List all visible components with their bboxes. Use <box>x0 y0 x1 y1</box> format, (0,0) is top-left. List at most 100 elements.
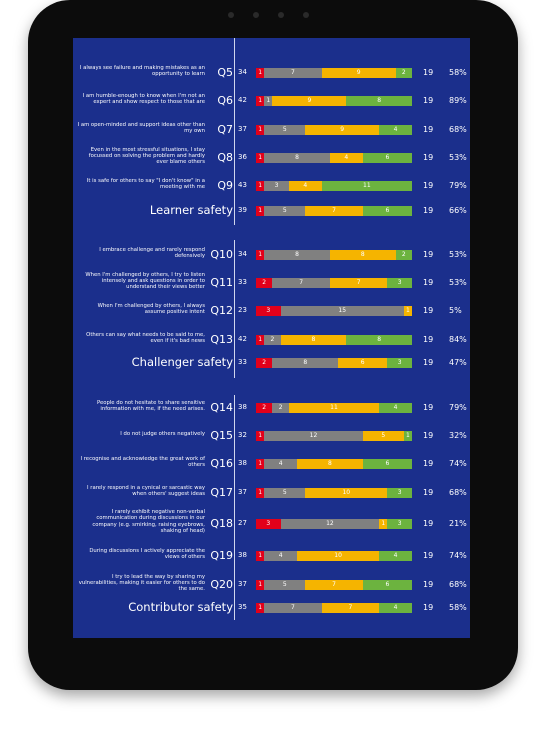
percent: 68% <box>449 580 467 589</box>
score: 34 <box>238 250 247 258</box>
bar-segment: 7 <box>264 603 322 613</box>
question-label: Q10 <box>210 248 233 261</box>
percent: 58% <box>449 68 467 77</box>
question-label: Q18 <box>210 517 233 530</box>
bar-segment: 5 <box>264 488 306 498</box>
percent: 21% <box>449 519 467 528</box>
camera-dot <box>303 12 309 18</box>
bar-segment: 4 <box>379 403 412 413</box>
question-label: Q5 <box>217 66 233 79</box>
bar-segment: 7 <box>329 278 388 288</box>
count: 19 <box>423 459 434 468</box>
bar-segment: 6 <box>362 580 412 590</box>
bar-segment: 3 <box>387 488 412 498</box>
score: 34 <box>238 68 247 76</box>
bar-segment: 1 <box>256 580 265 590</box>
count: 19 <box>423 206 434 215</box>
count: 19 <box>423 96 434 105</box>
bar-segment: 3 <box>264 181 289 191</box>
percent: 53% <box>449 153 467 162</box>
count: 19 <box>423 250 434 259</box>
statement: I am open-minded and support ideas other… <box>77 121 205 134</box>
bar-segment: 2 <box>272 403 289 413</box>
score: 33 <box>238 358 247 366</box>
percent: 58% <box>449 603 467 612</box>
statement: When I'm challenged by others, I always … <box>97 302 205 315</box>
score: 35 <box>238 603 247 611</box>
score: 37 <box>238 125 247 133</box>
bar-segment: 1 <box>256 603 265 613</box>
bar-segment: 4 <box>264 551 298 561</box>
question-label: Q19 <box>210 549 233 562</box>
bar-segment: 1 <box>403 431 412 441</box>
bar-segment: 1 <box>379 519 388 529</box>
bar-segment: 8 <box>346 335 412 345</box>
statement: I try to lead the way by sharing my vuln… <box>78 573 205 593</box>
bar-segment: 8 <box>272 358 339 368</box>
count: 19 <box>423 358 434 367</box>
percent: 47% <box>449 358 467 367</box>
percent: 32% <box>449 431 467 440</box>
percent: 79% <box>449 181 467 190</box>
bar-segment: 4 <box>379 551 412 561</box>
percent: 5% <box>449 306 462 315</box>
percent: 53% <box>449 250 467 259</box>
bar-segment: 1 <box>256 68 265 78</box>
bar-segment: 6 <box>362 459 412 469</box>
count: 19 <box>423 278 434 287</box>
question-label: Q17 <box>210 486 233 499</box>
bar-segment: 11 <box>321 181 412 191</box>
divider <box>234 38 235 225</box>
camera-dot <box>228 12 234 18</box>
question-label: Q8 <box>217 151 233 164</box>
question-label: Q7 <box>217 123 233 136</box>
percent: 53% <box>449 278 467 287</box>
bar-segment: 3 <box>256 519 281 529</box>
bar-segment: 3 <box>256 306 281 316</box>
bar-segment: 15 <box>280 306 404 316</box>
question-label: Q20 <box>210 578 233 591</box>
percent: 68% <box>449 125 467 134</box>
score: 37 <box>238 488 247 496</box>
bar-segment: 1 <box>256 250 265 260</box>
count: 19 <box>423 519 434 528</box>
statement: I rarely exhibit negative non-verbal com… <box>92 509 205 535</box>
percent: 79% <box>449 403 467 412</box>
percent: 66% <box>449 206 467 215</box>
statement: Others can say what needs to be said to … <box>86 331 205 344</box>
bar-segment: 4 <box>264 459 298 469</box>
bar-segment: 9 <box>272 96 347 106</box>
bar-segment: 5 <box>264 125 306 135</box>
percent: 84% <box>449 335 467 344</box>
bar-segment: 8 <box>346 96 412 106</box>
bar-segment: 10 <box>297 551 380 561</box>
divider <box>234 240 235 378</box>
score: 33 <box>238 278 247 286</box>
summary-label: Challenger safety <box>131 355 233 369</box>
count: 19 <box>423 306 434 315</box>
count: 19 <box>423 580 434 589</box>
question-label: Q14 <box>210 401 233 414</box>
bar-segment: 1 <box>256 206 265 216</box>
bar-segment: 1 <box>256 153 265 163</box>
statement: People do not hesitate to share sensitiv… <box>96 399 205 412</box>
score: 42 <box>238 335 247 343</box>
statement: I rarely respond in a cynical or sarcast… <box>87 484 205 497</box>
screen: I always see failure and making mistakes… <box>73 38 470 638</box>
bar-segment: 1 <box>256 551 265 561</box>
question-label: Q9 <box>217 179 233 192</box>
bar-segment: 1 <box>264 96 273 106</box>
count: 19 <box>423 431 434 440</box>
score: 23 <box>238 306 247 314</box>
score: 37 <box>238 580 247 588</box>
bar-segment: 6 <box>362 153 412 163</box>
score: 42 <box>238 96 247 104</box>
bar-segment: 5 <box>264 580 306 590</box>
divider <box>234 395 235 620</box>
score: 38 <box>238 403 247 411</box>
question-label: Q11 <box>210 276 233 289</box>
bar-segment: 2 <box>256 358 273 368</box>
bar-segment: 1 <box>256 181 265 191</box>
bar-segment: 11 <box>288 403 380 413</box>
